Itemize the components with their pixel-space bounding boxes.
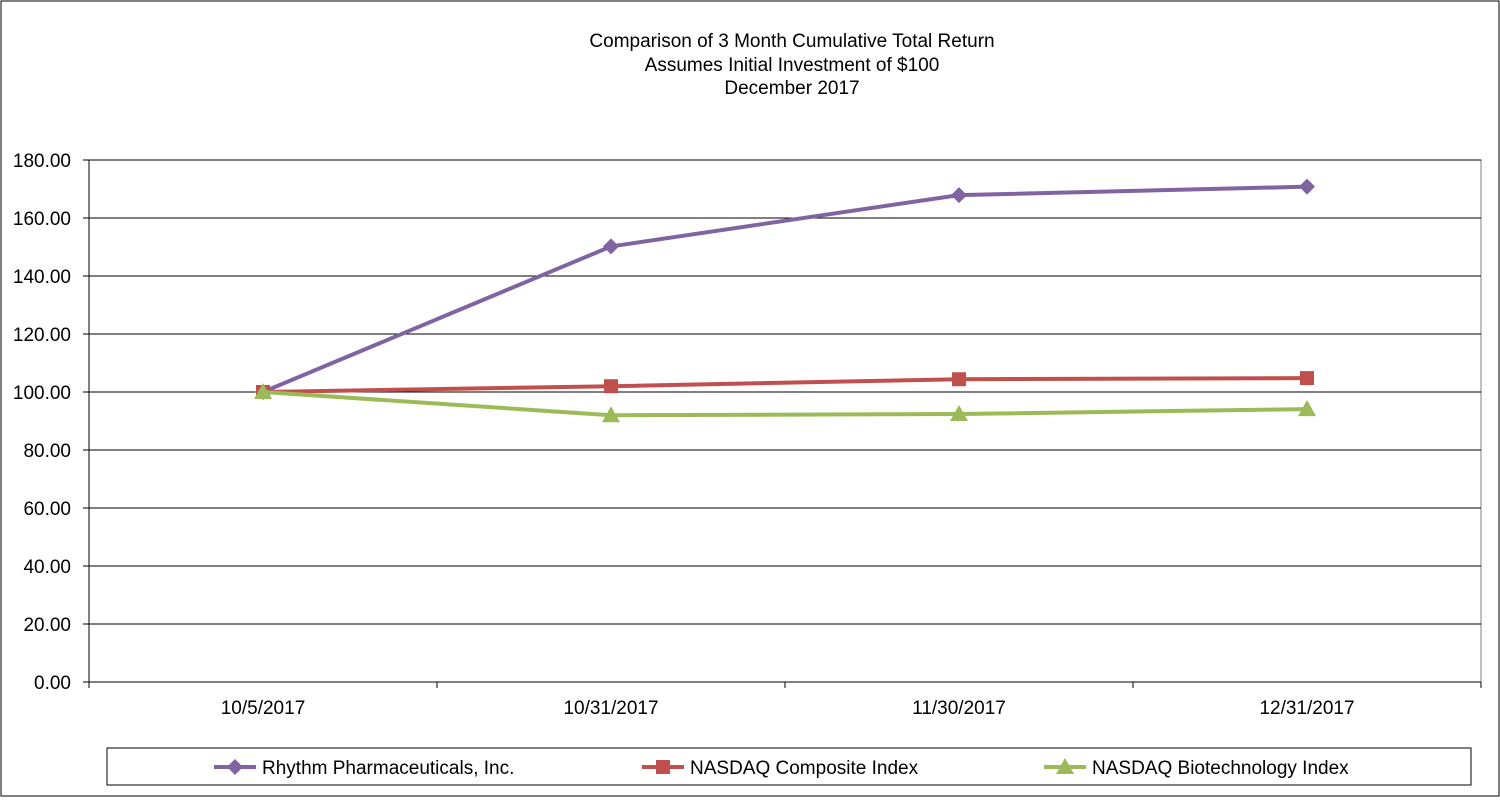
x-tick-label: 10/31/2017 (563, 698, 658, 719)
y-tick-label: 160.00 (13, 209, 71, 230)
legend-marker (656, 760, 670, 774)
y-tick-label: 180.00 (13, 151, 71, 172)
data-point (1300, 371, 1314, 386)
y-axis: 0.00 20.00 40.00 60.00 80.00 100.00 120.00 140.… (13, 151, 90, 694)
series-3 (254, 383, 1316, 423)
series-line (262, 390, 1308, 418)
y-tick-label: 140.00 (13, 267, 71, 288)
legend-item: NASDAQ Composite Index (642, 758, 919, 779)
series-line (262, 376, 1308, 394)
y-tick-label: 100.00 (13, 383, 71, 404)
legend-marker (1056, 758, 1074, 774)
data-point (951, 187, 967, 204)
legend-item: Rhythm Pharmaceuticals, Inc. (214, 758, 514, 779)
y-tick-label: 40.00 (23, 557, 71, 578)
y-tick-label: 80.00 (23, 441, 71, 462)
legend-box (106, 747, 1472, 786)
y-tick-label: 60.00 (23, 499, 71, 520)
data-point (254, 383, 272, 399)
chart-title-line-3: December 2017 (724, 78, 859, 99)
x-tick-label: 10/5/2017 (221, 698, 306, 719)
legend-label: NASDAQ Composite Index (690, 758, 919, 779)
data-point (602, 406, 620, 423)
data-point (952, 372, 966, 387)
legend: Rhythm Pharmaceuticals, Inc. NASDAQ Compo… (106, 747, 1472, 786)
legend-marker (227, 759, 243, 775)
x-axis: 10/5/2017 10/31/2017 11/30/2017 12/31/2017 (88, 681, 1482, 719)
y-tick-label: 120.00 (13, 325, 71, 346)
data-point (1298, 400, 1316, 417)
series-2 (256, 371, 1314, 399)
x-tick-label: 11/30/2017 (912, 698, 1006, 719)
series-line (262, 184, 1308, 394)
legend-label: Rhythm Pharmaceuticals, Inc. (262, 758, 514, 779)
data-point (950, 405, 968, 422)
legend-label: NASDAQ Biotechnology Index (1092, 758, 1349, 779)
data-point (604, 379, 618, 394)
chart-title-line-1: Comparison of 3 Month Cumulative Total R… (589, 31, 994, 52)
x-tick-label: 12/31/2017 (1259, 698, 1354, 719)
y-tick-label: 20.00 (23, 615, 71, 636)
chart-title-line-2: Assumes Initial Investment of $100 (645, 55, 940, 76)
data-point (603, 238, 619, 255)
data-point (1299, 178, 1315, 195)
chart-title: Comparison of 3 Month Cumulative Total R… (589, 31, 994, 99)
legend-item: NASDAQ Biotechnology Index (1044, 758, 1349, 779)
series-group (254, 178, 1316, 423)
y-tick-label: 0.00 (34, 673, 71, 694)
plot-area (88, 159, 1482, 683)
